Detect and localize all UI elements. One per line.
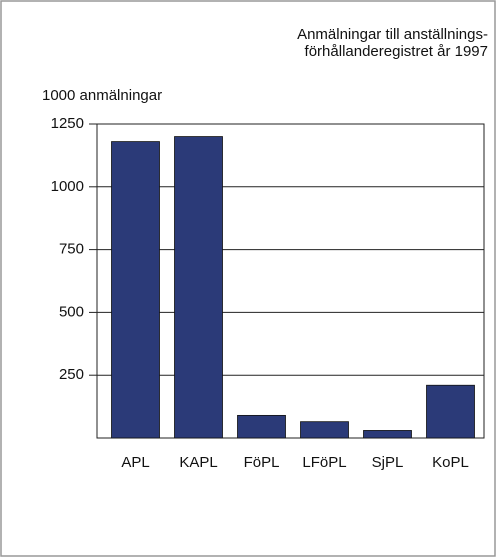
x-tick-label: KoPL <box>432 454 469 471</box>
x-tick-label: FöPL <box>244 454 280 471</box>
bar <box>174 136 223 439</box>
chart-title: Anmälningar till anställnings- <box>297 26 488 43</box>
y-tick-label: 1250 <box>51 115 84 132</box>
y-tick-label: 500 <box>59 303 84 320</box>
y-tick-label: 750 <box>59 241 84 258</box>
y-tick-label: 1000 <box>51 178 84 195</box>
x-tick-label: APL <box>121 454 149 471</box>
chart-title: förhållanderegistret år 1997 <box>305 43 488 60</box>
x-tick-label: KAPL <box>179 454 217 471</box>
bar <box>300 421 349 439</box>
bar <box>111 141 160 439</box>
bar <box>426 384 475 439</box>
x-tick-label: SjPL <box>372 454 404 471</box>
bar <box>363 430 412 439</box>
x-tick-label: LFöPL <box>302 454 346 471</box>
y-tick-label: 250 <box>59 366 84 383</box>
bar <box>237 414 286 439</box>
y-axis-label: 1000 anmälningar <box>42 87 162 104</box>
